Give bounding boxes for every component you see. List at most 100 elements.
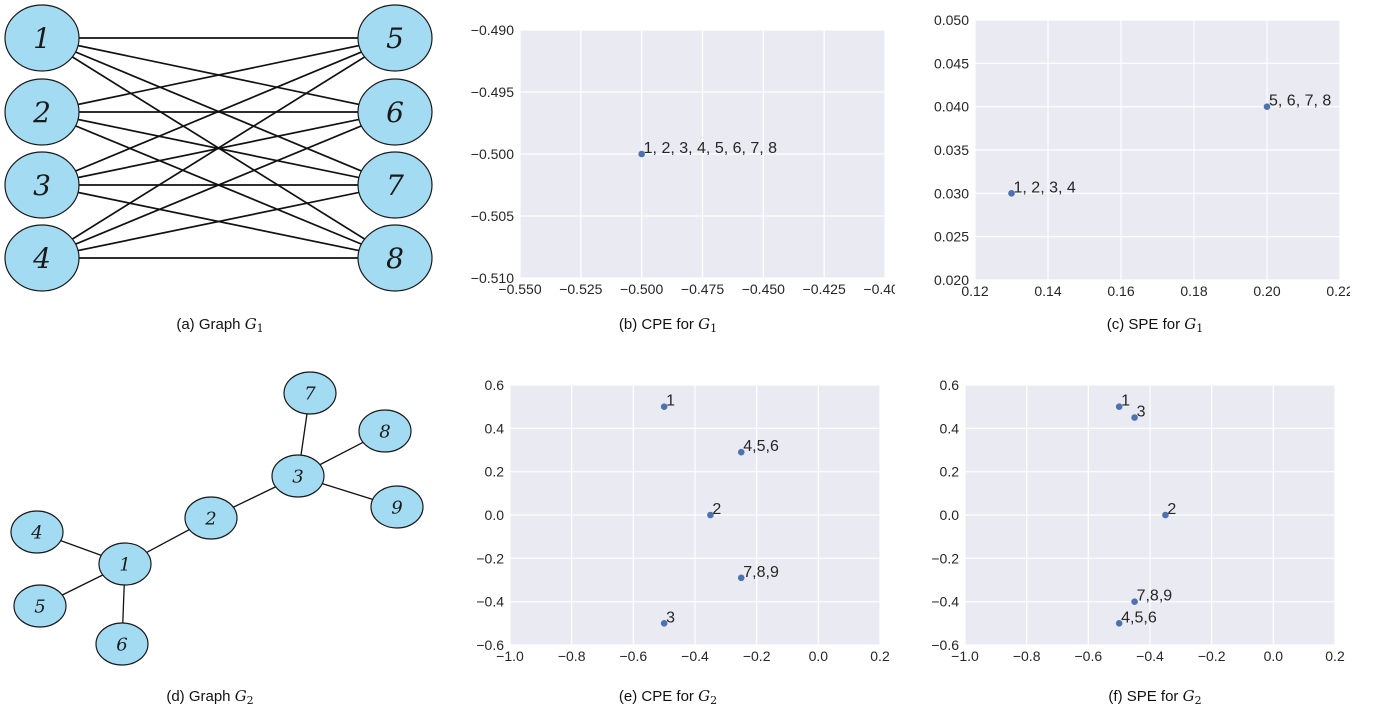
y-tick-label: 0.4 xyxy=(940,420,960,436)
y-tick-label: −0.490 xyxy=(471,22,514,38)
x-tick-label: 0.0 xyxy=(1264,648,1284,664)
x-tick-label: −0.400 xyxy=(863,281,895,297)
node-label: 3 xyxy=(292,466,303,487)
node-label: 6 xyxy=(116,634,127,655)
caption-a: (a) Graph G1 xyxy=(176,315,263,335)
point-label: 4,5,6 xyxy=(743,438,779,455)
caption-b-sub: 1 xyxy=(710,322,718,335)
data-point xyxy=(1008,190,1015,197)
node-2: 2 xyxy=(4,78,80,146)
node-label: 8 xyxy=(386,242,404,275)
cpe-g1-scatter: −0.550 −0.525 −0.500 −0.475 −0.450 −0.425 −0.4… xyxy=(471,22,895,297)
x-tick-label: −0.500 xyxy=(620,281,663,297)
x-tick-label: −0.2 xyxy=(743,648,771,664)
x-tick-label: 0.14 xyxy=(1034,283,1061,299)
y-tick-label: −0.6 xyxy=(476,637,504,653)
y-tick-label: −0.500 xyxy=(471,146,514,162)
caption-a-prefix: (a) Graph xyxy=(176,316,245,333)
y-tick-label: 0.025 xyxy=(934,229,969,245)
y-tick-label: 0.045 xyxy=(934,55,969,71)
y-tick-label: 0.2 xyxy=(485,464,505,480)
node-8: 8 xyxy=(358,409,412,453)
y-tick-label: −0.495 xyxy=(471,84,514,100)
x-tick-label: 0.2 xyxy=(1325,648,1345,664)
y-tick-label: −0.505 xyxy=(471,208,514,224)
caption-b-prefix: (b) CPE for xyxy=(618,316,699,333)
node-4: 4 xyxy=(4,224,80,292)
node-label: 9 xyxy=(391,497,402,518)
node-label: 2 xyxy=(32,96,51,129)
y-tick-label: −0.510 xyxy=(471,270,514,286)
caption-d-math: G xyxy=(234,687,247,705)
node-label: 4 xyxy=(30,522,42,543)
x-tick-label: −0.2 xyxy=(1198,648,1226,664)
node-5: 5 xyxy=(357,4,433,72)
x-tick-label: −1.0 xyxy=(496,648,524,664)
y-tick-label: 0.040 xyxy=(934,99,969,115)
node-label: 4 xyxy=(32,242,51,275)
x-tick-label: −0.550 xyxy=(498,281,541,297)
caption-a-sub: 1 xyxy=(256,322,264,335)
caption-f-math: G xyxy=(1182,687,1195,705)
edge-4-5 xyxy=(41,37,396,259)
node-label: 1 xyxy=(119,554,130,575)
point-label: 7,8,9 xyxy=(1137,588,1173,605)
x-tick-label: −1.0 xyxy=(951,648,979,664)
edge-3-5 xyxy=(41,37,396,186)
spe-g1-scatter: 0.12 0.14 0.16 0.18 0.20 0.22 0.020 0.025 0.030 0… xyxy=(934,12,1350,299)
node-label: 2 xyxy=(204,508,216,529)
caption-d-sub: 2 xyxy=(246,694,254,707)
caption-c: (c) SPE for G1 xyxy=(1107,315,1204,335)
point-label: 2 xyxy=(712,501,721,518)
graph-g1-diagram: 1 2 3 4 5 6 7 8 xyxy=(4,4,433,292)
point-label: 5, 6, 7, 8 xyxy=(1269,93,1331,110)
caption-d-prefix: (d) Graph xyxy=(166,688,235,705)
edge-4-7 xyxy=(41,184,396,259)
node-8: 8 xyxy=(357,224,433,292)
point-label: 1, 2, 3, 4, 5, 6, 7, 8 xyxy=(644,140,778,157)
data-point xyxy=(737,448,745,456)
node-7: 7 xyxy=(357,151,433,219)
point-label: 3 xyxy=(1137,404,1146,421)
x-tick-label: −0.6 xyxy=(1075,648,1103,664)
data-point xyxy=(1131,414,1138,421)
x-tick-label: 0.2 xyxy=(870,648,890,664)
y-tick-label: −0.2 xyxy=(476,550,504,566)
x-tick-label: 0.22 xyxy=(1326,283,1350,299)
x-tick-label: −0.4 xyxy=(1136,648,1164,664)
data-point xyxy=(1263,103,1271,110)
point-label: 4,5,6 xyxy=(1121,609,1157,626)
x-tick-label: −0.475 xyxy=(681,281,724,297)
node-label: 5 xyxy=(34,596,45,617)
edge-2-5 xyxy=(41,37,396,113)
edge-4-6 xyxy=(41,111,396,259)
caption-c-math: G xyxy=(1184,315,1197,333)
y-tick-label: 0.0 xyxy=(940,507,960,523)
caption-e-sub: 2 xyxy=(710,694,718,707)
caption-f-sub: 2 xyxy=(1194,694,1202,707)
node-label: 3 xyxy=(33,169,51,202)
y-tick-label: 0.030 xyxy=(934,185,969,201)
caption-d: (d) Graph G2 xyxy=(166,687,253,707)
caption-f-prefix: (f) SPE for xyxy=(1108,688,1183,705)
spe-g2-scatter: −1.0 −0.8 −0.6 −0.4 −0.2 0.0 0.2 −0.6 −0.4 −0.2 0.… xyxy=(931,377,1345,664)
y-tick-label: 0.6 xyxy=(485,377,505,393)
point-label: 1, 2, 3, 4 xyxy=(1014,179,1076,196)
node-label: 5 xyxy=(386,22,404,55)
y-tick-label: −0.2 xyxy=(931,550,959,566)
y-tick-label: 0.2 xyxy=(940,464,960,480)
caption-e: (e) CPE for G2 xyxy=(619,687,717,707)
point-label: 3 xyxy=(666,609,675,626)
caption-c-sub: 1 xyxy=(1196,322,1204,335)
data-point xyxy=(1115,403,1123,410)
point-label: 1 xyxy=(1121,393,1130,410)
node-2: 2 xyxy=(184,496,238,540)
y-tick-label: −0.6 xyxy=(931,637,959,653)
y-tick-label: 0.020 xyxy=(934,272,969,288)
data-point xyxy=(660,403,668,410)
caption-e-prefix: (e) CPE for xyxy=(618,688,699,705)
node-label: 6 xyxy=(386,96,404,129)
caption-e-math: G xyxy=(698,687,711,705)
node-3: 3 xyxy=(271,454,325,498)
x-tick-label: 0.18 xyxy=(1180,283,1207,299)
